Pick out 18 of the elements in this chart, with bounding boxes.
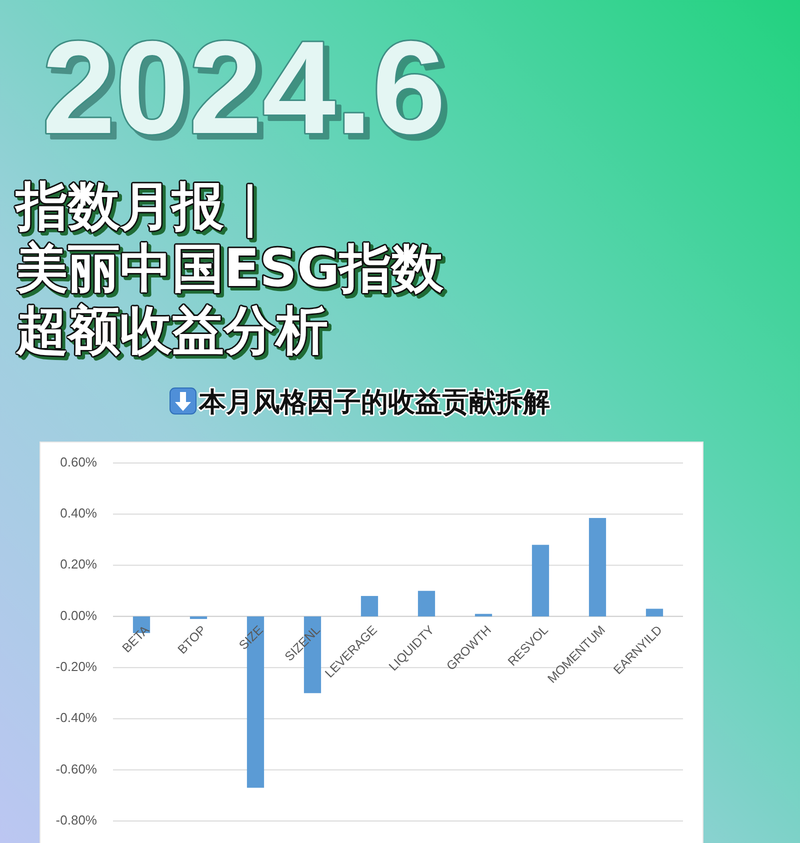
bar	[588, 518, 606, 616]
bar	[418, 590, 436, 616]
y-tick-label: 0.00%	[60, 608, 98, 623]
y-tick-label: -0.20%	[56, 659, 98, 674]
chart-subtitle: 本月风格因子的收益贡献拆解	[198, 387, 550, 418]
y-tick-label: -0.80%	[56, 812, 98, 828]
y-tick-label: 0.20%	[60, 556, 98, 572]
y-tick-label: 0.40%	[60, 506, 98, 521]
chart-title: 指数月报｜美丽中国ESG指数超额收益分析	[14, 177, 445, 361]
bar	[646, 608, 664, 616]
bar	[532, 544, 550, 616]
y-tick-label: -0.40%	[56, 710, 98, 726]
bar	[360, 596, 378, 616]
bar	[474, 614, 492, 616]
text: 2024.6	[42, 14, 446, 161]
y-tick-label: -0.60%	[56, 761, 98, 776]
y-tick-label: 0.60%	[60, 454, 98, 470]
bar	[190, 616, 208, 619]
